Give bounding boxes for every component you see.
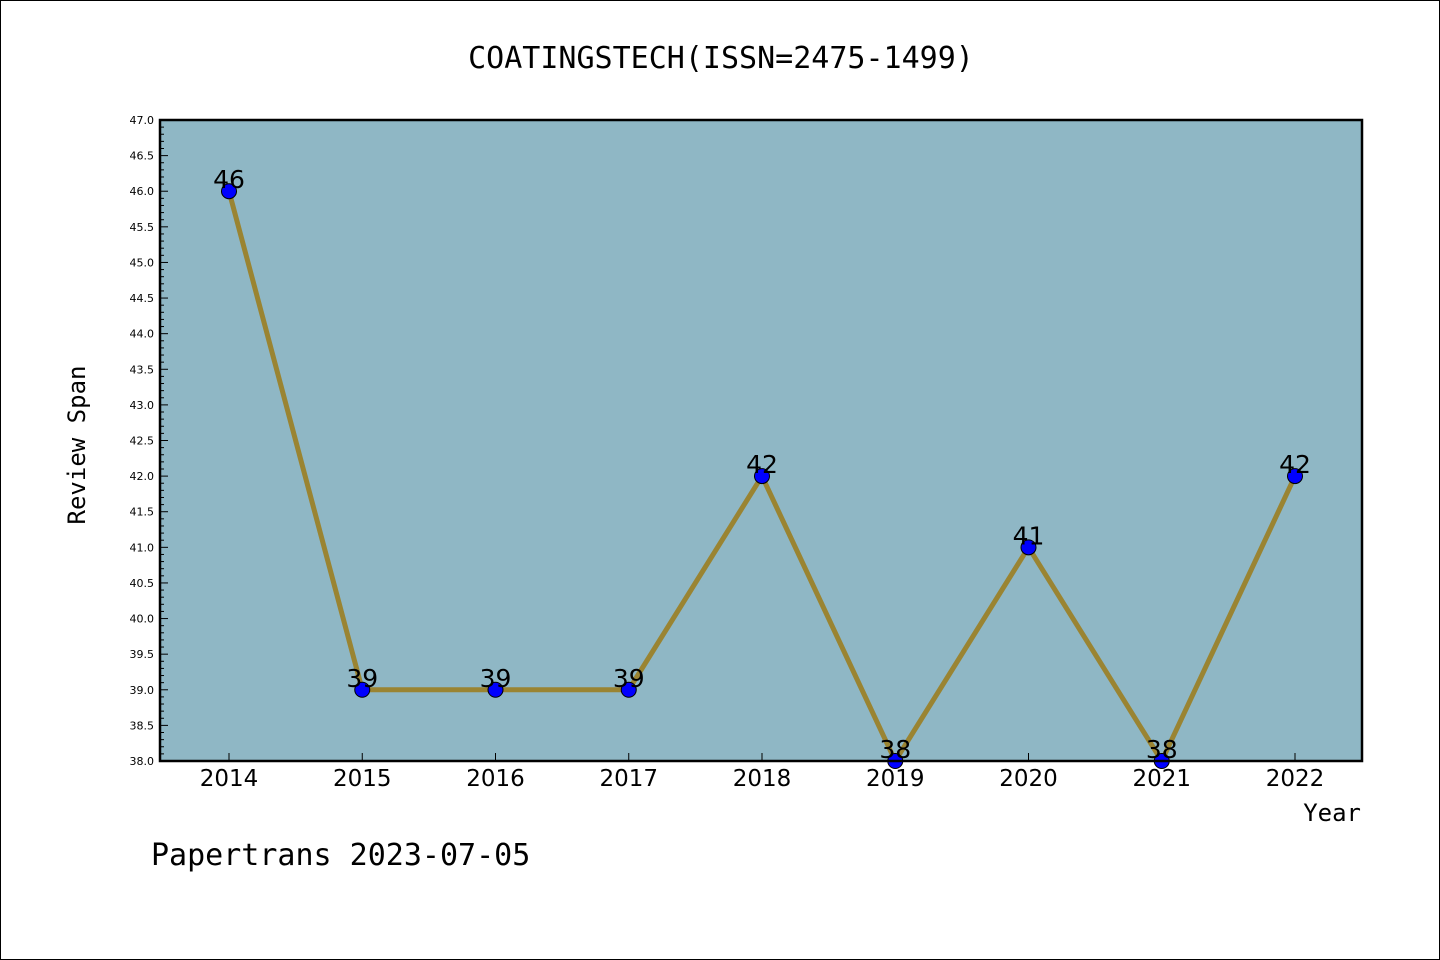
- data-point: [1020, 539, 1037, 556]
- data-label: 39: [613, 664, 645, 693]
- chart-title: COATINGSTECH(ISSN=2475-1499): [468, 41, 974, 76]
- x-tick-label: 2016: [466, 766, 525, 792]
- y-axis-label: Review Span: [63, 366, 91, 525]
- x-tick-label: 2018: [733, 766, 792, 792]
- watermark-text: Papertrans 2023-07-05: [151, 838, 530, 873]
- y-tick-label: 39.5: [130, 648, 155, 661]
- y-tick-label: 45.0: [130, 256, 155, 269]
- x-tick-label: 2021: [1132, 766, 1191, 792]
- y-tick-label: 41.0: [130, 541, 155, 554]
- data-point: [620, 681, 637, 698]
- y-tick-label: 42.5: [130, 435, 155, 448]
- plot-border: [158, 118, 1364, 763]
- data-label: 42: [746, 450, 778, 479]
- y-tick-label: 46.5: [130, 150, 155, 163]
- y-tick-label: 46.0: [130, 185, 155, 198]
- y-tick-label: 42.0: [130, 470, 155, 483]
- data-label: 39: [480, 664, 512, 693]
- y-tick-label: 44.0: [130, 328, 155, 341]
- plot-area: [160, 120, 1362, 761]
- data-label: 41: [1013, 521, 1045, 550]
- y-tick-label: 40.5: [130, 577, 155, 590]
- series: 46 39 39 39 42 38 41 38 42: [213, 165, 1311, 769]
- x-tick-label: 2022: [1266, 766, 1325, 792]
- data-label: 38: [879, 735, 911, 764]
- data-label: 38: [1146, 735, 1178, 764]
- y-tick-label: 40.0: [130, 613, 155, 626]
- y-tick-label: 43.5: [130, 363, 155, 376]
- y-tick-label: 43.0: [130, 399, 155, 412]
- y-axis: 38.0 38.5 39.0 39.5 40.0 40.5 41.0 41.5 42.0 42.5…: [130, 114, 168, 768]
- x-tick-label: 2014: [200, 766, 259, 792]
- y-tick-label: 44.5: [130, 292, 155, 305]
- data-point: [221, 183, 237, 200]
- x-tick-label: 2017: [599, 766, 658, 792]
- x-axis: 2014 2015 2016 2017 2018 2019 2020 2021 2022: [200, 753, 1325, 792]
- x-tick-label: 2020: [999, 766, 1058, 792]
- x-tick-label: 2015: [333, 766, 392, 792]
- data-label: 42: [1279, 450, 1311, 479]
- y-tick-label: 39.0: [130, 684, 155, 697]
- data-point: [754, 468, 770, 485]
- data-label: 39: [346, 664, 378, 693]
- data-point: [354, 681, 371, 698]
- y-tick-label: 41.5: [130, 506, 155, 519]
- y-tick-label: 38.5: [130, 719, 155, 732]
- y-tick-label: 38.0: [130, 755, 155, 768]
- y-tick-label: 45.5: [130, 221, 155, 234]
- data-point: [1287, 468, 1303, 485]
- x-axis-label: Year: [1303, 799, 1361, 827]
- data-point: [487, 681, 504, 698]
- x-tick-label: 2019: [866, 766, 925, 792]
- data-label: 46: [213, 165, 245, 194]
- y-tick-label: 47.0: [130, 114, 155, 127]
